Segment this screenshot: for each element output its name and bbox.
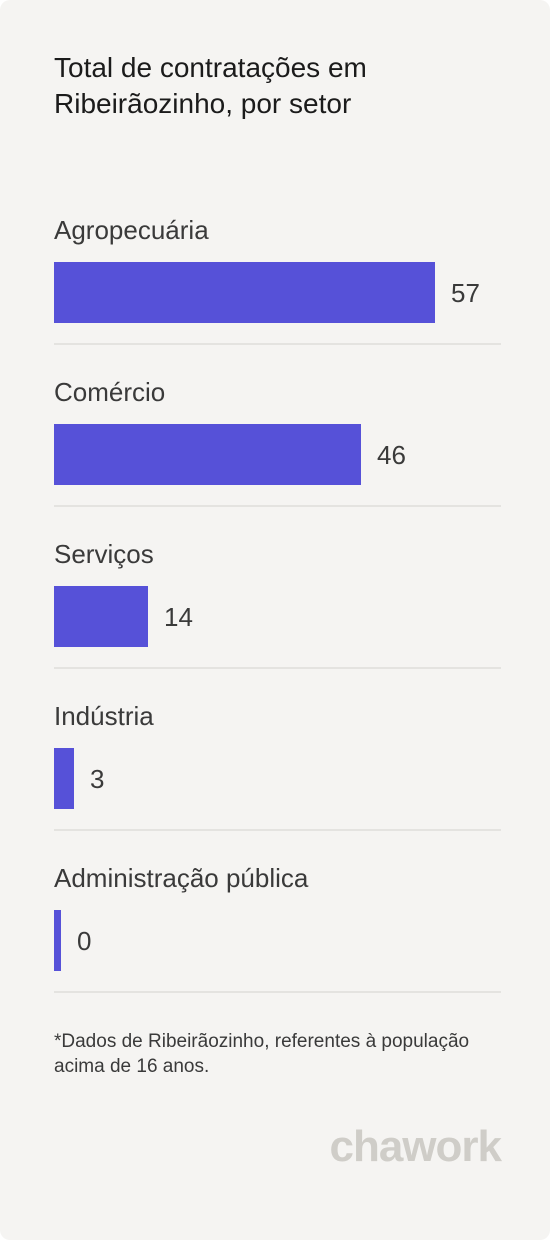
category-label: Agropecuária — [54, 215, 209, 245]
value-label: 3 — [90, 764, 105, 794]
row-divider — [54, 667, 501, 669]
value-label: 14 — [164, 602, 193, 632]
row-divider — [54, 829, 501, 831]
bar — [54, 910, 61, 971]
bar — [54, 262, 435, 323]
bar-row: Indústria 3 — [54, 686, 501, 848]
value-label: 57 — [451, 278, 480, 308]
value-label: 0 — [77, 926, 92, 956]
category-label: Administração pública — [54, 863, 309, 893]
row-divider — [54, 343, 501, 345]
row-divider — [54, 991, 501, 993]
bar — [54, 586, 148, 647]
bar-row: Agropecuária 57 — [54, 200, 501, 362]
row-divider — [54, 505, 501, 507]
category-label: Serviços — [54, 539, 154, 569]
bar-chart: Agropecuária 57 Comércio 46 Serviços 14 Indúst… — [54, 200, 501, 1010]
chart-title: Total de contratações em Ribeirãozinho, … — [54, 52, 367, 119]
bar-row: Comércio 46 — [54, 362, 501, 524]
bar-row: Serviços 14 — [54, 524, 501, 686]
bar-row: Administração pública 0 — [54, 848, 501, 1010]
bar — [54, 424, 361, 485]
category-label: Comércio — [54, 377, 166, 407]
value-label: 46 — [377, 440, 406, 470]
brand-logo: chawork — [329, 1122, 502, 1171]
bar — [54, 748, 74, 809]
category-label: Indústria — [54, 701, 154, 731]
footnote: *Dados de Ribeirãozinho, referentes à po… — [54, 1031, 470, 1077]
